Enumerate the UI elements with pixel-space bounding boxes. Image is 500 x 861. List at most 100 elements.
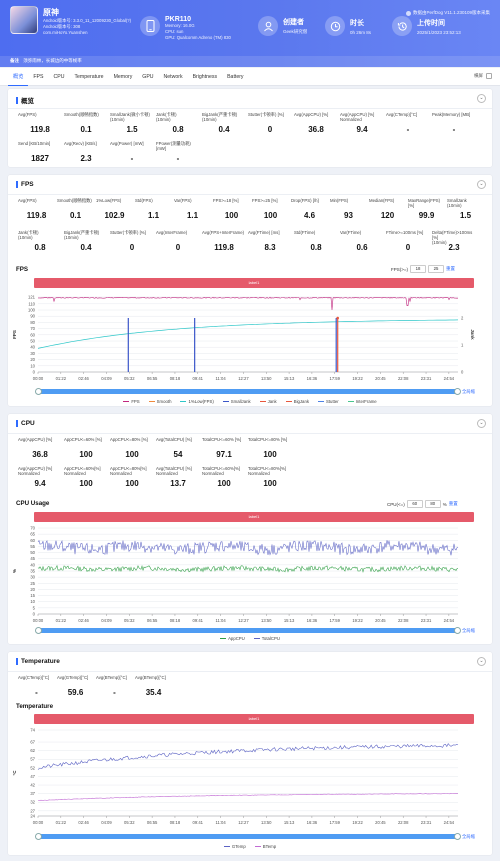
legend-item[interactable]: Stutter (318, 399, 339, 404)
cpu-reset-link[interactable]: 重置 (448, 501, 458, 506)
collapse-button[interactable]: ⌄ (477, 657, 486, 666)
fps-label-banner[interactable]: label1 (34, 278, 474, 288)
metric-value: 2.3 (80, 154, 92, 163)
x-tick-label: 15:13 (284, 376, 295, 381)
slider-handle-left[interactable] (35, 833, 42, 840)
y-tick-label: 25 (30, 581, 35, 586)
tab-brightness[interactable]: Brightness (192, 73, 218, 80)
slider-handle-right[interactable] (454, 833, 461, 840)
x-tick-label: 16:36 (307, 376, 318, 381)
metric: FPS>=25 [%] 100 (252, 198, 289, 220)
temperature-time-slider[interactable] (35, 833, 461, 840)
metric-value: 100 (224, 211, 239, 220)
metric-label: Delta(FTime)>100ms [%] (10min) (432, 230, 473, 246)
legend-item[interactable]: AppCPU (220, 636, 245, 641)
collapse-button[interactable]: ⌄ (477, 180, 486, 189)
legend-item[interactable]: Jank (259, 399, 277, 404)
y-tick-label: 70 (30, 526, 35, 531)
cpu-zoom-reset[interactable]: 全局缩 (462, 628, 475, 633)
metric-label: Avg(CTemp)[°C] (386, 112, 418, 117)
collapse-button[interactable]: ⌄ (477, 419, 486, 428)
y-tick-label: 37 (30, 791, 35, 796)
y-tick-label: 121 (28, 295, 36, 300)
x-tick-label: 05:32 (124, 820, 135, 825)
landscape-toggle[interactable]: 横屏 (474, 73, 492, 79)
metric: Var(FTime) 0.6 (340, 230, 384, 252)
metric: Avg(AppCPU) [%] Normalized 9.4 (18, 466, 62, 488)
duration-label: 时长 (350, 19, 364, 27)
metric: Smooth(顺畅指数) 0.1 (57, 198, 94, 220)
upload-label: 上传时间 (417, 19, 445, 27)
x-tick-label: 12:27 (238, 618, 249, 623)
legend-swatch (180, 400, 187, 403)
fps-reset-link[interactable]: 重置 (446, 266, 456, 271)
cpu-threshold-input-2[interactable]: 80 (424, 500, 441, 508)
collapse-button[interactable]: ⌄ (477, 94, 486, 103)
metric-label: Median(FPS) (369, 198, 395, 203)
tab-battery[interactable]: Battery (227, 73, 244, 80)
y-tick-label: 50 (30, 550, 35, 555)
temperature-zoom-reset[interactable]: 全局缩 (462, 834, 475, 839)
metric-label: Avg(FTime) [ms] (248, 230, 280, 235)
tab-memory[interactable]: Memory (113, 73, 133, 80)
metric: AppCPU<=60% [%] 100 (64, 437, 108, 459)
version-info: 数据由PerfDog V11.1.230109版本采集 (406, 10, 490, 16)
tab-fps[interactable]: FPS (33, 73, 44, 80)
overview-card: 概览 ⌄ Avg(FPS) 119.8 Smooth(顺畅指数) 0.1 SmallJa… (8, 89, 492, 167)
tab-overview[interactable]: 概览 (8, 68, 29, 86)
slider-handle-left[interactable] (35, 627, 42, 634)
fps-zoom-reset[interactable]: 全局缩 (462, 389, 475, 394)
fps-card: FPS ⌄ Avg(FPS) 119.8 Smooth(顺畅指数) 0.1 1%Low(… (8, 175, 492, 406)
metric-value: 36.8 (32, 450, 48, 459)
tab-network[interactable]: Network (163, 73, 183, 80)
legend-item[interactable]: BigJank (285, 399, 309, 404)
metric-value: 119.8 (30, 125, 50, 134)
fps-time-slider[interactable] (35, 388, 461, 395)
landscape-checkbox[interactable] (486, 73, 492, 79)
metric-label: AppCPU<=80% [%] (110, 437, 148, 442)
x-tick-label: 23:31 (421, 618, 432, 623)
temperature-label-banner[interactable]: label1 (34, 714, 474, 724)
slider-handle-right[interactable] (454, 627, 461, 634)
slider-handle-right[interactable] (454, 388, 461, 395)
metric-value: 9.4 (34, 479, 46, 488)
x-tick-label: 23:31 (421, 820, 432, 825)
x-tick-label: 13:50 (261, 820, 272, 825)
metric: TotalCPU<=60% [%] 97.1 (202, 437, 246, 459)
legend-item[interactable]: FPS (123, 399, 140, 404)
tab-gpu[interactable]: GPU (142, 73, 154, 80)
legend-item[interactable]: TotalCPU (253, 636, 280, 641)
metric-value: 119.8 (26, 211, 47, 220)
metric-value: 100 (125, 479, 139, 488)
tab-cpu[interactable]: CPU (53, 73, 65, 80)
legend-item[interactable]: SmallJank (222, 399, 251, 404)
temperature-series-line (37, 793, 458, 801)
y-tick-label: 10 (30, 599, 35, 604)
x-tick-label: 06:55 (147, 618, 158, 623)
slider-handle-left[interactable] (35, 388, 42, 395)
legend-item[interactable]: GTemp (223, 844, 246, 849)
cpu-time-slider[interactable] (35, 627, 461, 634)
title-marker (16, 658, 18, 665)
temperature-card: Temperature ⌄ Avg(CTemp)[°C] - Avg(GTemp)[… (8, 652, 492, 855)
legend-swatch (223, 845, 230, 848)
legend-item[interactable]: Smooth (148, 399, 171, 404)
legend-item[interactable]: InterFrame (347, 399, 377, 404)
legend-swatch (318, 400, 324, 403)
y-tick-label: 55 (30, 544, 35, 549)
fps-threshold-input-2[interactable]: 25 (428, 265, 445, 273)
tab-temperature[interactable]: Temperature (74, 73, 104, 80)
metric-value: - (176, 154, 180, 163)
y-tick-label: 40 (30, 345, 35, 350)
y-tick-label: 40 (30, 562, 35, 567)
legend-item[interactable]: BTemp (254, 844, 276, 849)
chevron-down-icon: ⌄ (479, 181, 484, 187)
cpu-threshold-input-1[interactable]: 60 (406, 500, 423, 508)
fps-threshold-input-1[interactable]: 18 (410, 265, 427, 273)
cpu-label-banner[interactable]: label1 (34, 512, 474, 522)
metric-label: Avg(FPS+InterFrame) (202, 230, 245, 235)
y-tick-label: 80 (30, 320, 35, 325)
legend-item[interactable]: 1%Low(FPS) (180, 399, 214, 404)
x-tick-label: 22:08 (398, 618, 409, 623)
metric-value: 9.4 (356, 125, 368, 134)
